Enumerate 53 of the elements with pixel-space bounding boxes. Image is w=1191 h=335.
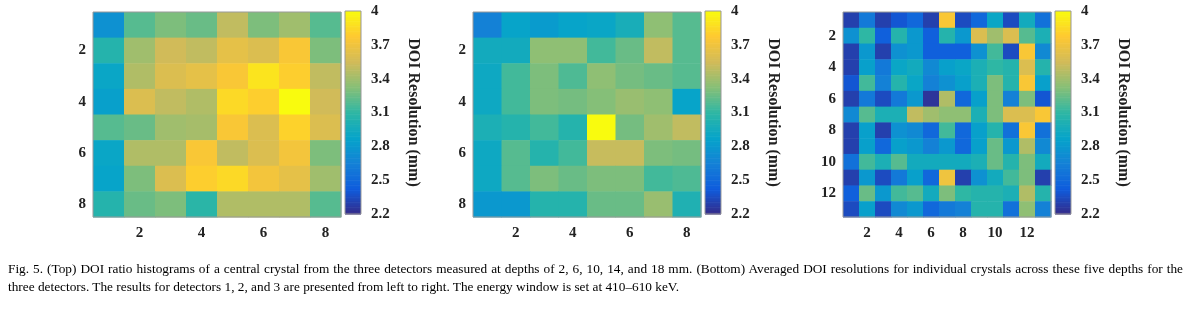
caption: Fig. 5. (Top) DOI ratio histograms of a central crystal from the three detectors measured at depths of 2, 6, 10, 14, and 18 mm. (Bottom) Averaged DOI resolutions for individual crystals across these five depths for the three detectors. The results for detectors 1, 2, and 3 are presented from left to right. The energy window is set at 410–610 keV. — [8, 260, 1183, 296]
y-tick-label: 4 — [828, 58, 837, 75]
x-tick-label: 6 — [927, 223, 936, 240]
y-tick-label: 12 — [821, 184, 836, 201]
y-tick-label: 8 — [828, 121, 836, 138]
color-bar-label: 3.1 — [731, 103, 750, 120]
color-bar-label: 2.8 — [731, 137, 750, 154]
color-bar-label: 2.8 — [1081, 137, 1100, 154]
color-bar-label: 2.2 — [371, 204, 390, 221]
y-tick-label: 6 — [78, 143, 87, 160]
x-tick-label: 2 — [863, 223, 871, 240]
x-tick-label: 8 — [683, 223, 691, 240]
x-tick-label: 4 — [197, 223, 206, 240]
color-bar-label: 4 — [371, 1, 379, 18]
color-bar-label: 4 — [731, 1, 739, 18]
color-bar-label: 3.1 — [1081, 103, 1100, 120]
color-bar-label: 2.5 — [1081, 171, 1100, 188]
y-tick-label: 10 — [821, 152, 836, 169]
color-bar-label: 2.5 — [371, 171, 390, 188]
x-tick-label: 4 — [569, 223, 577, 240]
y-tick-label: 8 — [78, 195, 86, 212]
color-bar-label: 2.8 — [371, 137, 390, 154]
color-bar-title: DOI Resolution (mm) — [405, 38, 424, 187]
x-tick-label: 6 — [259, 223, 268, 240]
color-bar-label: 3.7 — [731, 35, 751, 52]
color-bar-label: 4 — [1081, 1, 1089, 18]
y-tick-label: 2 — [458, 41, 466, 58]
x-tick-label: 12 — [1019, 223, 1035, 240]
x-tick-label: 2 — [135, 223, 144, 240]
color-bar-label: 2.2 — [731, 204, 750, 221]
color-bar-title: DOI Resolution (mm) — [765, 38, 784, 187]
x-tick-label: 2 — [512, 223, 520, 240]
x-tick-label: 10 — [987, 223, 1003, 240]
x-tick-label: 8 — [321, 223, 330, 240]
y-tick-label: 2 — [78, 41, 86, 58]
color-bar-label: 3.1 — [371, 103, 390, 120]
color-bar-label: 3.4 — [731, 69, 751, 86]
color-bar-label: 3.4 — [1081, 69, 1101, 86]
y-tick-label: 6 — [828, 89, 837, 106]
x-tick-label: 4 — [895, 223, 904, 240]
x-tick-label: 8 — [959, 223, 967, 240]
y-tick-label: 6 — [458, 143, 467, 160]
color-bar-label: 3.7 — [1081, 35, 1101, 52]
y-tick-label: 2 — [828, 26, 836, 43]
x-tick-label: 6 — [626, 223, 634, 240]
color-bar-label: 3.7 — [371, 35, 391, 52]
color-bar-title: DOI Resolution (mm) — [1115, 38, 1134, 187]
color-bar-label: 3.4 — [371, 69, 391, 86]
y-tick-label: 4 — [458, 92, 467, 109]
y-tick-label: 4 — [78, 92, 87, 109]
color-bar-label: 2.2 — [1081, 204, 1100, 221]
y-tick-label: 8 — [458, 195, 466, 212]
color-bar-label: 2.5 — [731, 171, 750, 188]
